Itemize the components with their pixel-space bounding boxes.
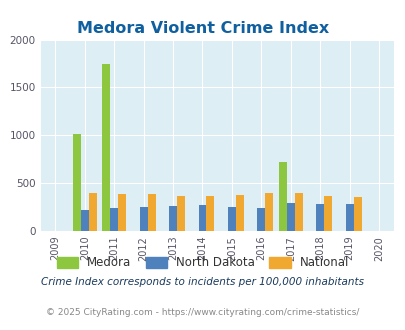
Bar <box>110 208 118 231</box>
Bar <box>286 203 294 231</box>
Bar <box>139 207 147 231</box>
Legend: Medora, North Dakota, National: Medora, North Dakota, National <box>52 252 353 274</box>
Text: © 2025 CityRating.com - https://www.cityrating.com/crime-statistics/: © 2025 CityRating.com - https://www.city… <box>46 308 359 317</box>
Bar <box>315 204 324 231</box>
Bar <box>168 206 177 231</box>
Bar <box>198 205 206 231</box>
Bar <box>147 194 155 231</box>
Bar <box>235 195 243 231</box>
Bar <box>324 196 331 231</box>
Text: Medora Violent Crime Index: Medora Violent Crime Index <box>77 21 328 36</box>
Bar <box>345 204 353 231</box>
Bar <box>353 197 361 231</box>
Bar <box>89 193 96 231</box>
Bar <box>278 162 286 231</box>
Bar <box>118 194 126 231</box>
Bar <box>227 207 235 231</box>
Bar <box>265 193 273 231</box>
Bar <box>206 196 214 231</box>
Bar <box>81 211 89 231</box>
Bar <box>102 63 110 231</box>
Bar <box>294 193 302 231</box>
Text: Crime Index corresponds to incidents per 100,000 inhabitants: Crime Index corresponds to incidents per… <box>41 278 364 287</box>
Bar <box>72 134 81 231</box>
Bar <box>177 196 185 231</box>
Bar <box>257 208 265 231</box>
